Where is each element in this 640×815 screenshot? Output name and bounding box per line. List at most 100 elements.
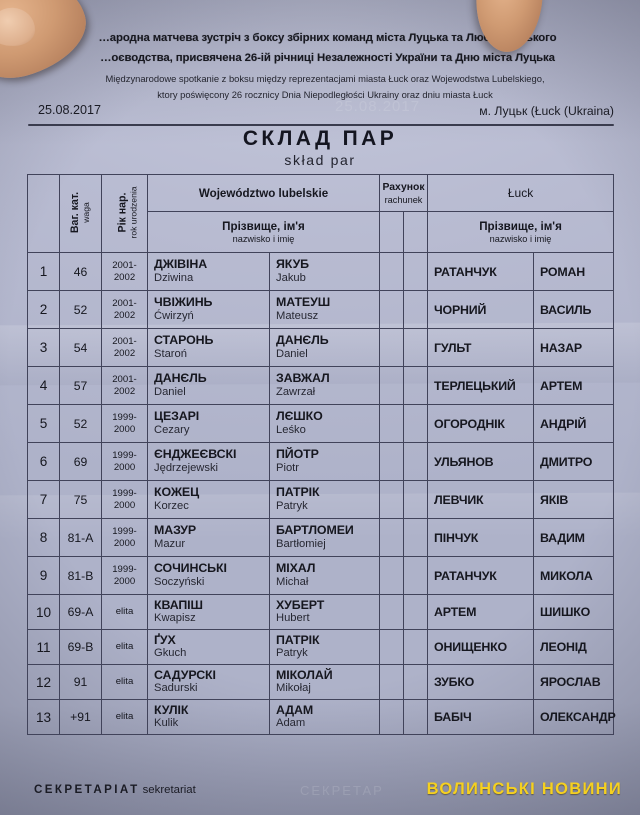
cell-surname-right-6: УЛЬЯНОВ <box>427 442 535 481</box>
cell-year-7: 1999- 2000 <box>101 480 148 519</box>
header-weight-rotated: Ваг. кат. waga <box>69 191 92 232</box>
cell-score-b-8 <box>403 518 429 557</box>
table-row[interactable]: 2 52 2001- 2002 ЧВІЖИНЬ Ćwirzyń МАТЕУШ Mateusz Ч… <box>27 290 615 329</box>
cell-score-a-13 <box>379 699 405 735</box>
table-row[interactable]: 7 75 1999- 2000 КОЖЕЦ Korzec ПАТРІК Patryk ЛЕВЧИ… <box>27 480 615 519</box>
cell-surname-left-9: СОЧИНСЬКІ Soczyński <box>147 556 270 595</box>
cell-year-8: 1999- 2000 <box>101 518 148 557</box>
table-row[interactable]: 3 54 2001- 2002 СТАРОНЬ Staroń ДАНЄЛЬ Daniel ГУЛ… <box>27 328 615 367</box>
cell-row-number-3: 3 <box>27 328 60 367</box>
cell-surname-right-10: АРТЕМ <box>427 594 535 630</box>
cell-surname-left-8: МАЗУР Mazur <box>147 518 270 557</box>
cell-score-a-3 <box>379 328 405 367</box>
header-cell-number <box>27 174 60 253</box>
header-cell-weight: Ваг. кат. waga <box>59 174 102 253</box>
table-row[interactable]: 11 69-B elita ҐУХ Gkuch ПАТРІК Patryk ОНИЩЕНКО Л… <box>27 629 615 665</box>
cell-year-6: 1999- 2000 <box>101 442 148 481</box>
table-row[interactable]: 13 +91 elita КУЛІК Kulik АДАМ Adam БАБІЧ ОЛЕКСАН… <box>27 699 616 735</box>
cell-given-left-7: ПАТРІК Patryk <box>268 480 381 519</box>
secretariat-uk: СЕКРЕТАРІАТ <box>34 783 140 796</box>
table-row[interactable]: 8 81-A 1999- 2000 МАЗУР Mazur БАРТЛОМЕИ Bartłom… <box>27 518 615 557</box>
cell-score-a-10 <box>379 594 405 630</box>
cell-weight-10: 69-A <box>59 594 102 630</box>
cell-year-13: elita <box>101 699 148 735</box>
cell-given-right-2: ВАСИЛЬ <box>533 290 615 329</box>
table-row[interactable]: 9 81-B 1999- 2000 СОЧИНСЬКІ Soczyński МІХАЛ Mic… <box>27 556 615 595</box>
header-score-sub-a <box>379 211 405 253</box>
cell-given-left-13: АДАМ Adam <box>268 699 381 735</box>
cell-row-number-1: 1 <box>27 252 60 291</box>
cell-score-b-7 <box>403 480 429 519</box>
cell-given-left-6: ПЙОТР Piotr <box>268 442 381 481</box>
header-score-pl: rachunek <box>384 194 423 205</box>
header-weight-pl: waga <box>81 201 92 223</box>
cell-score-a-4 <box>379 366 405 405</box>
cell-row-number-11: 11 <box>27 629 60 665</box>
cell-weight-13: +91 <box>59 699 102 735</box>
cell-score-b-13 <box>403 699 429 735</box>
cell-surname-right-5: ОГОРОДНІК <box>427 404 535 443</box>
cell-given-right-9: МИКОЛА <box>533 556 615 595</box>
table-head-row-2: Прізвище, ім'я nazwisko i imię Прізвище,… <box>28 211 615 253</box>
cell-given-left-12: МІКОЛАЙ Mikołaj <box>268 664 381 700</box>
table-body: 1 46 2001- 2002 ДЖІВІНА Dziwina ЯКУБ Jakub РАТАН… <box>27 252 616 735</box>
cell-surname-right-2: ЧОРНИЙ <box>427 290 535 329</box>
cell-year-2: 2001- 2002 <box>101 290 148 329</box>
cell-row-number-8: 8 <box>27 518 60 557</box>
cell-surname-right-13: БАБІЧ <box>427 699 535 735</box>
cell-given-left-3: ДАНЄЛЬ Daniel <box>268 328 381 367</box>
header-name-right: Прізвище, ім'я nazwisko i imię <box>427 211 615 253</box>
cell-given-left-10: ХУБЕРТ Hubert <box>268 594 381 630</box>
cell-year-4: 2001- 2002 <box>101 366 148 405</box>
cell-given-right-13: ОЛЕКСАНДР <box>533 699 616 735</box>
cell-given-right-3: НАЗАР <box>533 328 615 367</box>
cell-weight-3: 54 <box>59 328 102 367</box>
cell-row-number-5: 5 <box>27 404 60 443</box>
cell-given-left-5: ЛЄШКО Leśko <box>268 404 381 443</box>
cell-score-a-11 <box>379 629 405 665</box>
cell-score-a-5 <box>379 404 405 443</box>
cell-weight-6: 69 <box>59 442 102 481</box>
cell-surname-right-7: ЛЕВЧИК <box>427 480 535 519</box>
cell-surname-right-9: РАТАНЧУК <box>427 556 535 595</box>
cell-surname-left-3: СТАРОНЬ Staroń <box>147 328 270 367</box>
header-score-uk: Рахунок <box>382 181 425 193</box>
table-row[interactable]: 4 57 2001- 2002 ДАНЄЛЬ Daniel ЗАВЖАЛ Zawrzał ТЕР… <box>27 366 615 405</box>
header-year-rotated: Рік нар. rok urodzenia <box>117 186 139 238</box>
cell-score-b-1 <box>403 252 429 291</box>
cell-score-b-2 <box>403 290 429 329</box>
cell-score-a-8 <box>379 518 405 557</box>
cell-score-b-11 <box>403 629 429 665</box>
cell-row-number-2: 2 <box>27 290 60 329</box>
title-ukrainian-line1: …ародна матчева зустріч з боксу збірних … <box>98 32 557 44</box>
cell-weight-8: 81-A <box>59 518 102 557</box>
cell-surname-left-2: ЧВІЖИНЬ Ćwirzyń <box>147 290 270 329</box>
subtitle-polish-line1: Międzynarodowe spotkanie z boksu między … <box>105 73 545 84</box>
cell-surname-left-10: КВАПІШ Kwapisz <box>147 594 270 630</box>
cell-given-left-1: ЯКУБ Jakub <box>268 252 381 291</box>
table-row[interactable]: 5 52 1999- 2000 ЦЕЗАРІ Cezary ЛЄШКО Leśko ОГОРОД… <box>27 404 615 443</box>
header-name-right-uk: Прізвище, ім'я <box>479 219 562 233</box>
cell-surname-left-7: КОЖЕЦ Korzec <box>147 480 270 519</box>
cell-score-a-2 <box>379 290 405 329</box>
cell-weight-7: 75 <box>59 480 102 519</box>
cell-score-b-6 <box>403 442 429 481</box>
cell-score-a-9 <box>379 556 405 595</box>
cell-row-number-9: 9 <box>27 556 60 595</box>
cell-weight-5: 52 <box>59 404 102 443</box>
cell-year-5: 1999- 2000 <box>101 404 148 443</box>
cell-weight-2: 52 <box>59 290 102 329</box>
cell-surname-right-3: ГУЛЬТ <box>427 328 535 367</box>
cell-surname-left-4: ДАНЄЛЬ Daniel <box>147 366 270 405</box>
header-team-left: Województwo lubelskie <box>146 174 381 212</box>
table-row[interactable]: 1 46 2001- 2002 ДЖІВІНА Dziwina ЯКУБ Jakub РАТАН… <box>27 252 615 291</box>
pairs-table: Ваг. кат. waga Рік нар. rok urodzenia Wo… <box>27 174 616 735</box>
cell-surname-right-8: ПІНЧУК <box>427 518 535 557</box>
table-row[interactable]: 12 91 elita САДУРСКІ Sadurski МІКОЛАЙ Mikołaj З… <box>27 664 615 700</box>
cell-surname-right-12: ЗУБКО <box>427 664 535 700</box>
header-team-right: Łuck <box>427 174 615 212</box>
table-row[interactable]: 6 69 1999- 2000 ЄНДЖЕЄВСКІ Jędrzejewski ПЙОТР P… <box>27 442 615 481</box>
cell-surname-right-1: РАТАНЧУК <box>427 252 535 291</box>
table-row[interactable]: 10 69-A elita КВАПІШ Kwapisz ХУБЕРТ Hubert АРТЕ… <box>27 594 615 630</box>
